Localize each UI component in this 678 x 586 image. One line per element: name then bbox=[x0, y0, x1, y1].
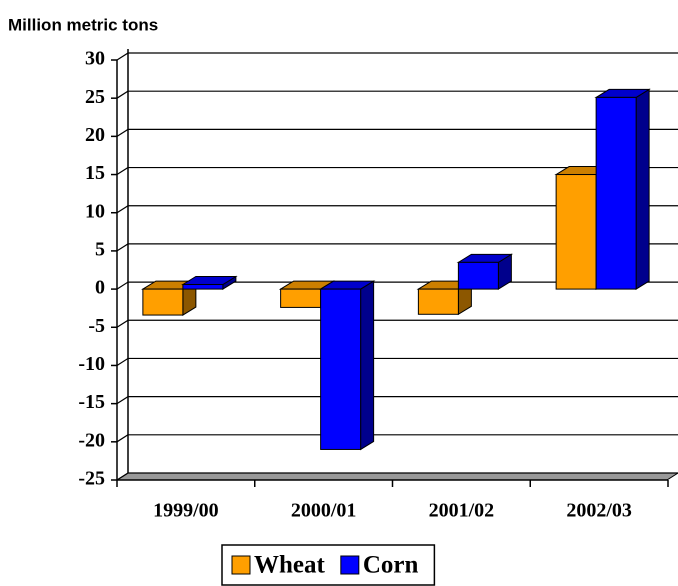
grid-line-side bbox=[116, 128, 129, 137]
bar-3d bbox=[181, 275, 238, 290]
x-tick-label: 2001/02 bbox=[429, 500, 495, 522]
legend-swatch bbox=[340, 555, 360, 575]
bar-3d bbox=[594, 88, 651, 290]
bar-3d bbox=[318, 280, 376, 451]
grid-line-side bbox=[116, 434, 129, 443]
y-tick-label: -5 bbox=[88, 315, 105, 337]
y-tick-label: 10 bbox=[85, 200, 105, 222]
grid-line-side bbox=[116, 319, 129, 328]
bar-3d bbox=[456, 253, 514, 290]
bar bbox=[142, 288, 184, 316]
bar-side bbox=[635, 88, 650, 290]
y-tick-label: -10 bbox=[78, 353, 105, 375]
y-tick-label: 20 bbox=[85, 124, 105, 146]
legend-label: Wheat bbox=[254, 552, 326, 579]
grid-line-side bbox=[116, 52, 129, 61]
y-tick-label: -20 bbox=[78, 429, 105, 451]
bar bbox=[417, 288, 459, 315]
legend-box bbox=[221, 544, 436, 586]
grid-line-side bbox=[116, 281, 129, 290]
grid-line-side bbox=[116, 357, 129, 366]
bar bbox=[182, 284, 224, 290]
grid-line-side bbox=[116, 90, 129, 99]
bar bbox=[595, 96, 637, 290]
bar-side bbox=[360, 280, 375, 451]
bar bbox=[280, 288, 322, 308]
legend-label: Corn bbox=[363, 552, 419, 579]
bar bbox=[555, 174, 597, 290]
grid-line-side bbox=[116, 167, 129, 176]
y-axis-title: Million metric tons bbox=[8, 15, 158, 34]
x-tick-label: 2000/01 bbox=[291, 500, 357, 522]
legend-swatch bbox=[231, 555, 251, 575]
y-tick-label: 0 bbox=[95, 277, 105, 299]
bar bbox=[457, 261, 499, 290]
legend: Wheat Corn bbox=[221, 544, 436, 586]
y-tick-label: -15 bbox=[78, 391, 105, 413]
floor bbox=[115, 472, 678, 481]
y-tick-label: 15 bbox=[85, 162, 105, 184]
y-tick-label: -25 bbox=[78, 468, 105, 490]
y-tick-label: 30 bbox=[85, 48, 105, 70]
y-tick-label: 25 bbox=[85, 86, 105, 108]
y-tick-label: 5 bbox=[95, 239, 105, 261]
grid-line-side bbox=[116, 243, 129, 252]
grid-line-side bbox=[116, 472, 129, 481]
x-tick-label: 1999/00 bbox=[153, 500, 219, 522]
bar-3d bbox=[416, 280, 474, 316]
x-tick-label: 2002/03 bbox=[566, 500, 632, 522]
bar bbox=[320, 288, 362, 450]
grid-line-side bbox=[116, 396, 129, 405]
grid-line-side bbox=[116, 205, 129, 214]
